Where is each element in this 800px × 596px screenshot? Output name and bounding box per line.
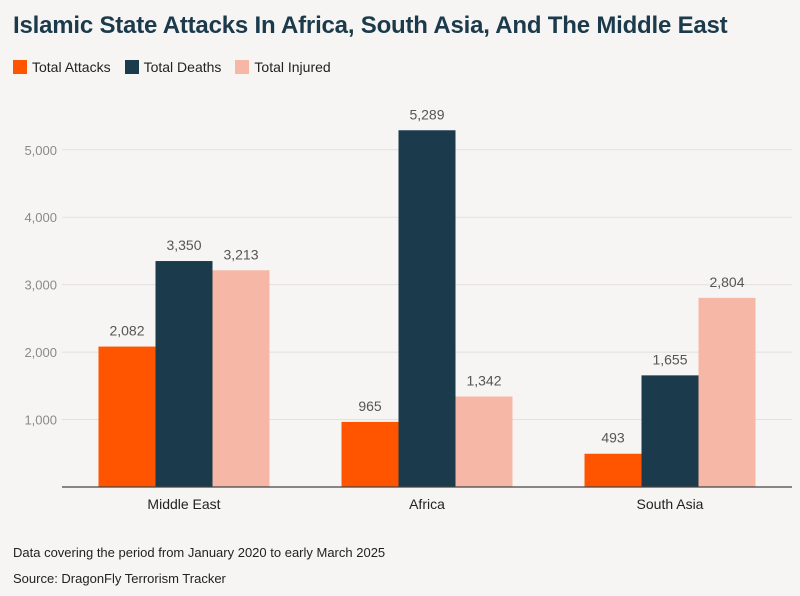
legend-item-injured: Total Injured	[235, 59, 331, 75]
bar	[212, 270, 270, 487]
data-label: 493	[601, 430, 625, 446]
y-tick-label: 5,000	[24, 143, 57, 158]
bar	[698, 297, 756, 487]
legend-label-injured: Total Injured	[254, 59, 331, 75]
legend-swatch-injured	[235, 60, 250, 74]
bar	[641, 375, 699, 487]
data-label: 2,804	[709, 274, 744, 290]
data-label: 3,213	[223, 246, 258, 262]
bar	[341, 421, 399, 487]
x-category-label: South Asia	[637, 496, 704, 512]
legend-item-deaths: Total Deaths	[124, 59, 222, 75]
y-tick-label: 4,000	[24, 210, 57, 225]
footer-note: Data covering the period from January 20…	[13, 545, 386, 560]
bar	[455, 396, 513, 487]
legend-item-attacks: Total Attacks	[13, 59, 111, 75]
y-tick-label: 2,000	[24, 345, 57, 360]
data-label: 1,655	[652, 351, 687, 367]
bar	[98, 346, 156, 487]
legend-swatch-attacks	[13, 60, 27, 74]
data-label: 965	[358, 398, 382, 414]
data-label: 1,342	[466, 372, 501, 388]
y-tick-label: 1,000	[24, 413, 57, 428]
y-tick-label: 3,000	[24, 278, 57, 293]
legend-swatch-deaths	[124, 60, 139, 74]
data-label: 3,350	[166, 237, 201, 253]
chart-title: Islamic State Attacks In Africa, South A…	[13, 12, 728, 39]
bar	[155, 261, 213, 487]
legend-label-deaths: Total Deaths	[143, 59, 222, 75]
x-category-label: Africa	[409, 496, 445, 512]
footer-source: Source: DragonFly Terrorism Tracker	[13, 571, 226, 586]
bar	[584, 453, 642, 487]
data-label: 2,082	[109, 323, 144, 339]
data-label: 5,289	[409, 106, 444, 122]
bar	[398, 130, 456, 487]
bar-chart: 1,000 2,000 3,000 4,000 5,000 2,082 3,350 3,213…	[24, 106, 792, 512]
legend-label-attacks: Total Attacks	[32, 59, 111, 75]
legend: Total Attacks Total Deaths Total Injured	[13, 59, 331, 75]
x-category-label: Middle East	[147, 496, 220, 512]
